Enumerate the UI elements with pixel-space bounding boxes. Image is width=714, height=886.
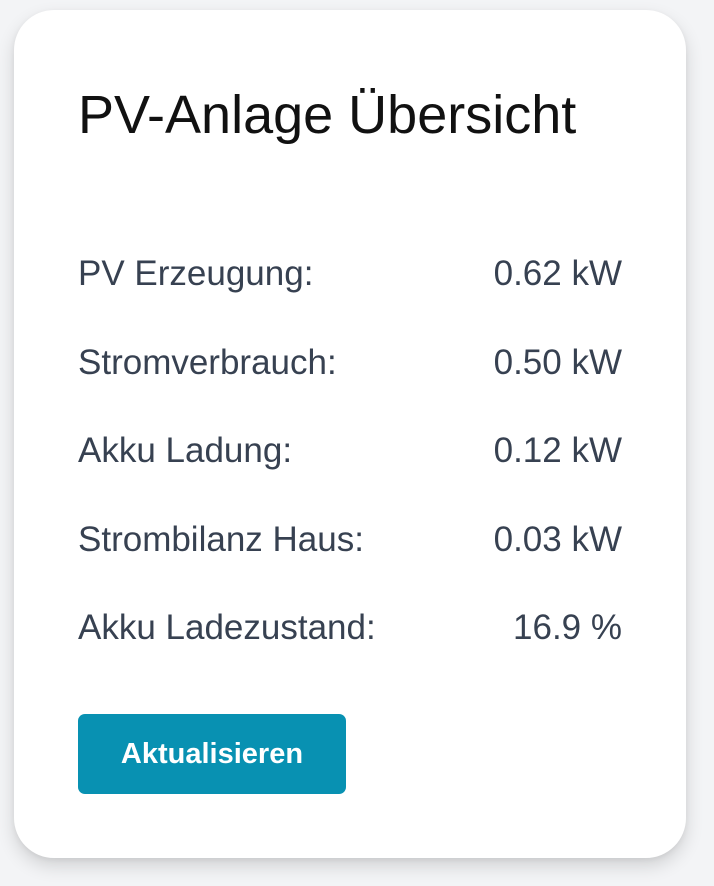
metric-value: 16.9 %	[513, 608, 622, 647]
metric-label: PV Erzeugung:	[78, 254, 314, 293]
metric-label: Stromverbrauch:	[78, 342, 337, 382]
metric-label: Strombilanz Haus:	[78, 519, 364, 559]
metric-row-battery-soc: Akku Ladezustand: 16.9 %	[78, 606, 622, 650]
metric-label: Akku Ladezustand:	[78, 608, 376, 647]
metric-label: Akku Ladung:	[78, 431, 293, 470]
refresh-button[interactable]: Aktualisieren	[78, 714, 346, 794]
metric-row-pv-generation: PV Erzeugung: 0.62 kW	[78, 252, 622, 296]
metric-value: 0.03 kW	[493, 519, 622, 559]
metric-row-power-consumption: Stromverbrauch: 0.50 kW	[78, 341, 622, 385]
metric-row-battery-charge: Akku Ladung: 0.12 kW	[78, 429, 622, 473]
pv-overview-card: PV-Anlage Übersicht PV Erzeugung: 0.62 k…	[14, 10, 686, 858]
metric-value: 0.62 kW	[493, 254, 622, 293]
metric-value: 0.50 kW	[493, 342, 622, 382]
metric-row-house-balance: Strombilanz Haus: 0.03 kW	[78, 518, 622, 562]
metrics-list: PV Erzeugung: 0.62 kW Stromverbrauch: 0.…	[78, 252, 622, 650]
metric-value: 0.12 kW	[493, 431, 622, 470]
card-title: PV-Anlage Übersicht	[78, 85, 577, 145]
